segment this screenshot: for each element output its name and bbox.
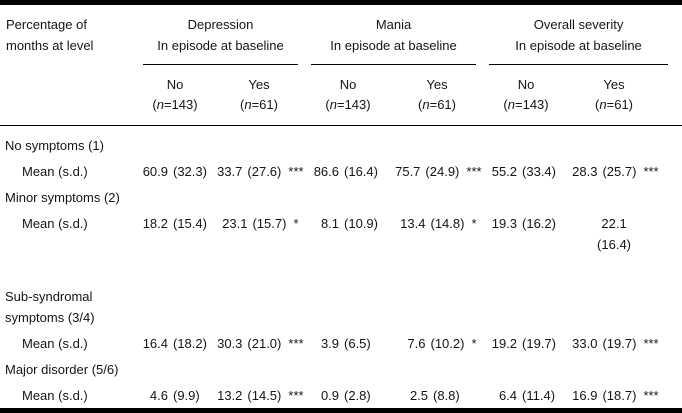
- cell-depression-no: 60.9 (32.3): [142, 164, 207, 179]
- significance-stars: ***: [466, 164, 482, 179]
- table-row-category: Sub-syndromal symptoms (3/4): [0, 279, 682, 331]
- row-label: Mean (s.d.): [22, 216, 88, 231]
- table-row-category: No symptoms (1): [0, 126, 682, 159]
- column-header-mania-no: No (n=143): [308, 65, 389, 126]
- column-header-depression-yes: Yes (n=61): [210, 65, 309, 126]
- cell-severity-yes: 16.9 (18.7) ***: [572, 387, 659, 403]
- group-subtitle: In episode at baseline: [330, 38, 457, 53]
- group-header-inner: Depression In episode at baseline: [143, 14, 299, 65]
- group-subtitle: In episode at baseline: [515, 38, 642, 53]
- significance-stars: *: [471, 335, 477, 351]
- n-count: (n=61): [240, 97, 278, 112]
- cell-severity-yes: 28.3 (25.7) ***: [572, 164, 659, 179]
- column-header-severity-yes: Yes (n=61): [566, 65, 682, 126]
- row-label: Mean (s.d.): [22, 335, 88, 351]
- table-row-category: Major disorder (5/6): [0, 356, 682, 382]
- group-header-inner: Overall severity In episode at baseline: [489, 14, 669, 65]
- significance-stars: ***: [288, 387, 304, 403]
- significance-stars: *: [293, 216, 299, 231]
- n-count: (n=143): [325, 97, 371, 112]
- table-row-data: Mean (s.d.) 60.9 (32.3) 33.7 (27.6) *** 86.…: [0, 159, 682, 185]
- cell-mania-no: 8.1 (10.9): [320, 216, 378, 231]
- group-title: Overall severity: [533, 17, 624, 32]
- row-label: Major disorder (5/6): [5, 361, 119, 377]
- header-row-columns: No (n=143) Yes (n=61) No (n=143) Yes (n=…: [0, 65, 682, 126]
- n-count: (n=61): [595, 97, 634, 112]
- cell-mania-yes: 75.7 (24.9) ***: [395, 164, 482, 179]
- n-count: (n=61): [418, 97, 456, 112]
- cell-mania-yes: 2.5 (8.8): [409, 387, 460, 403]
- cell-mania-yes: 13.4 (14.8) *: [400, 216, 477, 231]
- cell-severity-no: 19.3 (16.2): [491, 216, 556, 231]
- table-row-data: Mean (s.d.) 18.2 (15.4) 23.1 (15.7) * 8.1 (1…: [0, 211, 682, 279]
- cell-depression-yes: 30.3 (21.0) ***: [217, 335, 304, 351]
- row-label: Sub-syndromal symptoms (3/4): [5, 288, 95, 325]
- header-row-groups: Percentage of months at level Depression…: [0, 2, 682, 126]
- group-subtitle: In episode at baseline: [157, 38, 284, 53]
- significance-stars: *: [471, 216, 477, 231]
- row-label: Mean (s.d.): [22, 164, 88, 179]
- row-label: Minor symptoms (2): [5, 190, 120, 205]
- cell-severity-yes: 22.1 (16.4): [597, 216, 632, 252]
- cell-severity-yes: 33.0 (19.7) ***: [572, 335, 659, 351]
- group-title: Depression: [187, 17, 254, 32]
- significance-stars: ***: [288, 335, 304, 351]
- cell-depression-yes: 33.7 (27.6) ***: [217, 164, 304, 179]
- cell-depression-yes: 23.1 (15.7) *: [222, 216, 299, 231]
- significance-stars: ***: [288, 164, 304, 179]
- group-header-inner: Mania In episode at baseline: [311, 14, 477, 65]
- cell-mania-no: 0.9 (2.8): [320, 387, 371, 403]
- row-label: No symptoms (1): [5, 138, 104, 153]
- n-count: (n=143): [503, 97, 549, 112]
- cell-severity-no: 19.2 (19.7): [491, 335, 556, 351]
- cell-depression-no: 18.2 (15.4): [142, 216, 207, 231]
- cell-severity-no: 55.2 (33.4): [491, 164, 556, 179]
- column-header-mania-yes: Yes (n=61): [388, 65, 487, 126]
- cell-depression-no: 16.4 (18.2): [142, 335, 207, 351]
- cell-mania-no: 86.6 (16.4): [313, 164, 378, 179]
- significance-stars: ***: [643, 335, 659, 351]
- group-header-overall-severity: Overall severity In episode at baseline: [486, 3, 682, 65]
- stub-header: Percentage of months at level: [0, 2, 140, 126]
- group-title: Mania: [375, 17, 412, 32]
- group-header-mania: Mania In episode at baseline: [308, 3, 486, 65]
- n-count: (n=143): [152, 97, 198, 112]
- table-row-category: Minor symptoms (2): [0, 185, 682, 211]
- column-header-severity-no: No (n=143): [486, 65, 567, 126]
- group-header-depression: Depression In episode at baseline: [140, 3, 308, 65]
- significance-stars: ***: [643, 164, 659, 179]
- table-row-data: Mean (s.d.) 16.4 (18.2) 30.3 (21.0) *** 3.9…: [0, 330, 682, 356]
- cell-mania-yes: 7.6 (10.2) *: [407, 335, 477, 351]
- row-label: Mean (s.d.): [22, 387, 88, 403]
- cell-depression-no: 4.6 (9.9): [149, 387, 200, 403]
- cell-depression-yes: 13.2 (14.5) ***: [217, 387, 304, 403]
- cell-mania-no: 3.9 (6.5): [320, 335, 371, 351]
- column-header-depression-no: No (n=143): [140, 65, 210, 126]
- cell-severity-no: 6.4 (11.4): [498, 387, 556, 403]
- table-row-data: Mean (s.d.) 4.6 (9.9) 13.2 (14.5) *** 0.9 (2…: [0, 382, 682, 411]
- significance-stars: ***: [643, 387, 659, 403]
